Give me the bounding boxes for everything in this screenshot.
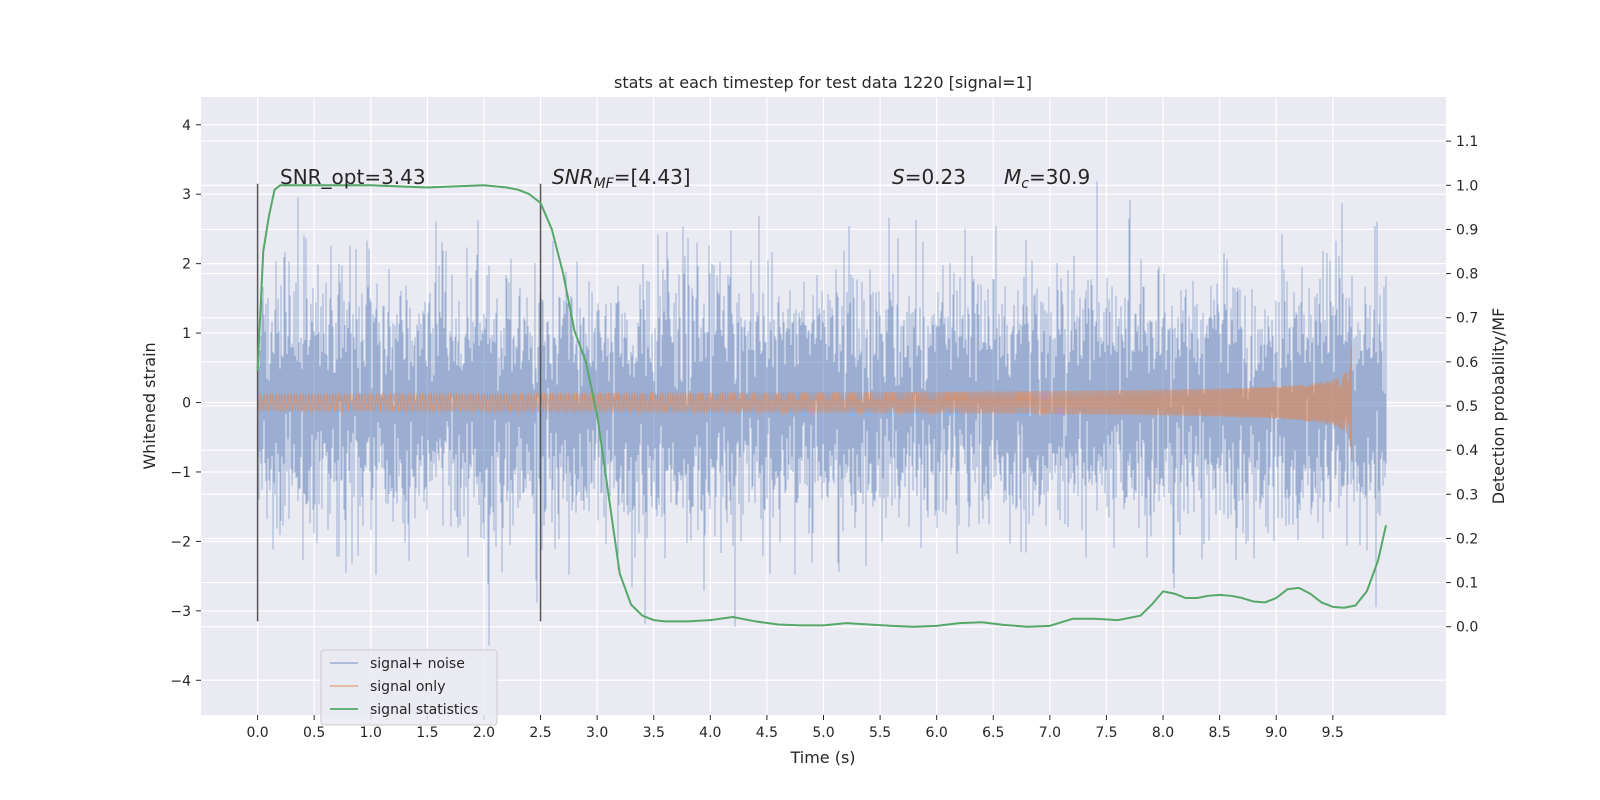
x-tick-label-0: 0.0 — [246, 725, 268, 741]
annotations: SNR_opt=3.43 SNRMF=[4.43] S=0.23 Mc=30.9 — [280, 165, 1090, 192]
x-tick-label-14: 7.0 — [1039, 725, 1061, 741]
annotation-snr-opt: SNR_opt=3.43 — [280, 165, 426, 189]
y-left-tick-label-5: 1 — [182, 326, 191, 342]
x-tick-label-8: 4.0 — [699, 725, 721, 741]
y-right-tick-label-5: 0.5 — [1456, 399, 1478, 415]
y-right-tick-label-6: 0.6 — [1456, 355, 1478, 371]
x-tick-label-10: 5.0 — [812, 725, 834, 741]
y-left-tick-label-1: −3 — [170, 604, 191, 620]
y-right-tick-label-7: 0.7 — [1456, 311, 1478, 327]
x-tick-label-16: 8.0 — [1152, 725, 1174, 741]
annotation-s: S=0.23 — [892, 165, 966, 189]
y-right-tick-label-3: 0.3 — [1456, 487, 1478, 503]
x-axis-ticks: 0.0 0.5 1.0 1.5 2.0 2.5 3.0 3.5 4.0 4.5 5.0 5.5 6.0 6… — [246, 715, 1344, 741]
y-right-tick-label-0: 0.0 — [1456, 620, 1478, 636]
series-signal-only-line — [257, 346, 1353, 458]
x-tick-label-4: 2.0 — [473, 725, 495, 741]
plot-content — [256, 181, 1387, 646]
annotation-s-value: =0.23 — [905, 165, 966, 189]
x-tick-label-5: 2.5 — [529, 725, 551, 741]
y-right-tick-label-11: 1.1 — [1456, 134, 1478, 150]
x-axis-label: Time (s) — [789, 748, 855, 767]
x-tick-label-7: 3.5 — [643, 725, 665, 741]
legend: signal+ noise signal only signal statist… — [320, 649, 498, 726]
legend-entry-noise: signal+ noise — [370, 656, 465, 672]
chart-title: stats at each timestep for test data 122… — [614, 73, 1032, 92]
x-tick-label-13: 6.5 — [982, 725, 1004, 741]
annotation-snr-mf: SNRMF=[4.43] — [552, 165, 691, 192]
y-right-axis-ticks: 0.0 0.1 0.2 0.3 0.4 0.5 0.6 0.7 0.8 0.9 1.0 1.1 — [1446, 134, 1478, 636]
y-left-tick-label-7: 3 — [182, 187, 191, 203]
legend-entry-statistics: signal statistics — [370, 702, 478, 718]
legend-box — [320, 649, 498, 726]
x-tick-label-9: 4.5 — [756, 725, 778, 741]
y-right-tick-label-2: 0.2 — [1456, 531, 1478, 547]
y-right-tick-label-4: 0.4 — [1456, 443, 1478, 459]
x-tick-label-17: 8.5 — [1209, 725, 1231, 741]
annotation-mc-value: =30.9 — [1029, 165, 1090, 189]
y-right-axis-label: Detection probability/MF — [1489, 308, 1508, 505]
series-signal-statistics-line — [256, 184, 1387, 628]
annotation-snr-mf-sub: MF — [594, 176, 615, 192]
x-tick-label-18: 9.0 — [1265, 725, 1287, 741]
annotation-mc-base: M — [1004, 165, 1021, 189]
x-tick-label-19: 9.5 — [1322, 725, 1344, 741]
y-right-tick-label-10: 1.0 — [1456, 178, 1478, 194]
y-left-tick-label-2: −2 — [170, 534, 191, 550]
y-left-tick-label-0: −4 — [170, 673, 191, 689]
x-tick-label-12: 6.0 — [926, 725, 948, 741]
x-tick-label-2: 1.0 — [360, 725, 382, 741]
y-right-tick-label-1: 0.1 — [1456, 576, 1478, 592]
x-tick-label-15: 7.5 — [1095, 725, 1117, 741]
legend-entry-signal: signal only — [370, 679, 445, 695]
y-left-tick-label-4: 0 — [182, 396, 191, 412]
x-tick-label-3: 1.5 — [416, 725, 438, 741]
x-tick-label-1: 0.5 — [303, 725, 325, 741]
annotation-s-base: S — [892, 165, 905, 189]
y-left-tick-label-6: 2 — [182, 257, 191, 273]
annotation-mc: Mc=30.9 — [1004, 165, 1090, 192]
annotation-snr-mf-base: SNR — [552, 165, 594, 189]
y-right-tick-label-9: 0.9 — [1456, 222, 1478, 238]
annotation-snr-mf-value: =[4.43] — [614, 165, 691, 189]
y-left-tick-label-8: 4 — [182, 118, 191, 134]
y-right-tick-label-8: 0.8 — [1456, 267, 1478, 283]
x-tick-label-11: 5.5 — [869, 725, 891, 741]
annotation-mc-sub: c — [1021, 176, 1029, 192]
y-left-tick-label-3: −1 — [170, 465, 191, 481]
y-left-axis-ticks: −4 −3 −2 −1 0 1 2 3 4 — [170, 118, 201, 689]
y-left-axis-label: Whitened strain — [140, 342, 159, 469]
x-tick-label-6: 3.0 — [586, 725, 608, 741]
